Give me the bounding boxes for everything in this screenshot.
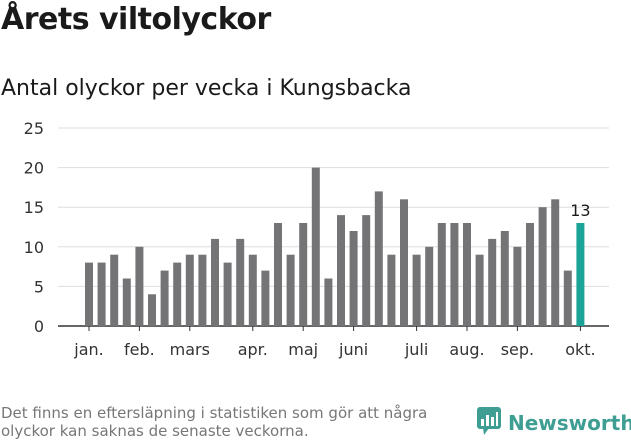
bar [110,254,119,326]
bar [538,207,547,326]
bar [526,223,534,326]
bar [135,246,144,326]
x-tick-label: juni [338,340,368,359]
bar [85,262,93,326]
chart-subtitle: Antal olyckor per vecka i Kungsbacka [1,76,412,101]
newsworthy-logo-text: Newsworthy [508,411,631,435]
x-tick-label: juli [404,340,428,359]
bar [286,254,295,326]
bar [223,262,232,326]
newsworthy-logo-icon [476,406,502,440]
x-tick-label: feb. [124,340,155,359]
y-tick-label: 5 [34,277,44,296]
bar [488,238,497,326]
bar [563,270,572,326]
highlight-value-label: 13 [570,201,590,220]
x-tick-label: maj [288,340,318,359]
bar [400,199,408,326]
x-tick-label: sep. [501,340,534,359]
bar [551,199,560,326]
x-tick-label: jan. [73,340,103,359]
bar [425,246,434,326]
bar-chart: 0 5 10 15 20 25 13 jan. feb. mars apr. maj juni juli a… [24,119,609,359]
x-tick-label: mars [170,340,210,359]
bar [500,231,509,326]
bar [337,215,345,326]
x-tick-label: aug. [449,340,484,359]
y-tick-label: 25 [24,119,44,138]
bar [475,254,484,326]
bar [185,254,194,326]
bar [362,215,371,326]
bar [463,223,471,326]
y-tick-label: 20 [24,159,44,178]
bar-highlight [576,223,585,326]
footnote: Det finns en eftersläpning i statistiken… [1,404,428,440]
bar [437,223,446,326]
bar [160,270,169,326]
bar [274,223,282,326]
chart-title: Årets viltolyckor [1,2,271,37]
bar [450,223,459,326]
x-tick-label: okt. [565,340,595,359]
bar [387,254,396,326]
bar [248,254,257,326]
bar [324,278,333,326]
bar [349,231,358,326]
bar [173,262,182,326]
bar [236,238,245,326]
bar [311,167,320,326]
newsworthy-logo: Newsworthy [476,406,631,440]
bar [261,270,270,326]
x-tick-label: apr. [238,340,268,359]
bar [198,254,207,326]
bars [85,167,585,326]
bar [211,238,219,326]
bar [122,278,131,326]
bar [299,223,308,326]
axis-labels: 0 5 10 15 20 25 13 jan. feb. mars apr. maj juni juli a… [24,119,596,359]
y-tick-label: 0 [34,317,44,336]
bar [412,254,421,326]
y-tick-label: 15 [24,198,44,217]
bar [374,191,383,326]
bar [97,262,106,326]
bar [513,246,522,326]
y-tick-label: 10 [24,238,44,257]
bar [148,294,156,326]
